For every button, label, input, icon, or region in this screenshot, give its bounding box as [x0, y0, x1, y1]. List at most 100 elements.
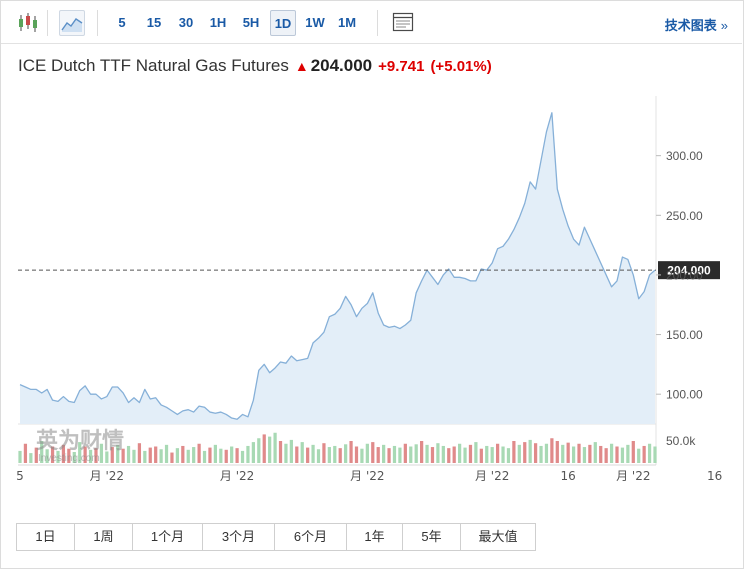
volume-bar — [479, 448, 483, 463]
chart-toolbar: 5 15 30 1H 5H 1D 1W 1M 技术图表» — [1, 1, 742, 44]
x-tick-label: 月 '22 — [350, 469, 384, 483]
volume-bar — [512, 441, 516, 463]
volume-bar — [262, 434, 266, 463]
volume-bar — [566, 442, 570, 463]
volume-bar — [409, 446, 413, 463]
volume-bar — [333, 445, 337, 463]
x-tick-label: 月 '22 — [475, 469, 509, 483]
x-tick-label: 月 '22 — [90, 469, 124, 483]
technical-chart-label: 技术图表 — [664, 18, 717, 33]
interval-5h[interactable]: 5H — [242, 15, 260, 30]
volume-bar — [116, 444, 120, 463]
volume-bar — [398, 447, 402, 463]
volume-bar — [268, 436, 272, 463]
range-1w[interactable]: 1周 — [75, 524, 133, 550]
volume-bar — [78, 442, 82, 463]
volume-bar — [186, 449, 190, 463]
volume-bar — [599, 445, 603, 463]
volume-bar — [61, 444, 66, 463]
interval-1h[interactable]: 1H — [209, 15, 227, 30]
interval-30m[interactable]: 30 — [178, 15, 194, 30]
volume-bar — [523, 442, 527, 463]
volume-bar — [376, 447, 380, 463]
volume-bar — [175, 448, 180, 463]
volume-bar — [544, 443, 549, 463]
volume-bar — [420, 441, 424, 463]
volume-bar — [154, 446, 158, 463]
interval-15m[interactable]: 15 — [146, 15, 162, 30]
interval-1w[interactable]: 1W — [305, 15, 325, 30]
technical-chart-link[interactable]: 技术图表» — [665, 15, 728, 34]
volume-bar — [517, 444, 521, 463]
volume-bar — [105, 451, 109, 463]
volume-bar — [278, 441, 283, 463]
volume-bar — [382, 444, 386, 463]
layout-panel-icon[interactable] — [391, 10, 417, 36]
last-price-tag-label: 204.000 — [667, 264, 711, 278]
volume-bar — [121, 448, 125, 463]
interval-1d[interactable]: 1D — [270, 10, 296, 36]
toolbar-separator — [377, 10, 378, 36]
volume-bar — [615, 446, 619, 463]
range-3m[interactable]: 3个月 — [203, 524, 275, 550]
volume-bar — [23, 443, 28, 463]
range-5y[interactable]: 5年 — [403, 524, 461, 550]
x-tick-label: 16 — [561, 469, 576, 483]
last-price: 204.000 — [310, 56, 373, 75]
range-6m[interactable]: 6个月 — [275, 524, 347, 550]
volume-bar — [208, 447, 212, 463]
volume-scale-label: 50.0k — [666, 434, 696, 448]
volume-bar — [468, 444, 473, 463]
volume-bar — [159, 449, 163, 463]
volume-bar — [284, 443, 288, 463]
y-tick-label: 100.00 — [666, 388, 703, 402]
price-area — [20, 112, 655, 425]
volume-bar — [257, 438, 261, 463]
x-tick-label: 月 '22 — [220, 469, 254, 483]
range-1y[interactable]: 1年 — [347, 524, 403, 550]
volume-bar — [425, 444, 429, 463]
range-1m[interactable]: 1个月 — [133, 524, 203, 550]
volume-bar — [110, 447, 114, 463]
candlestick-icon[interactable] — [15, 10, 41, 36]
volume-bar — [18, 450, 22, 463]
volume-bar — [164, 444, 169, 463]
time-range-selector: 1日 1周 1个月 3个月 6个月 1年 5年 最大值 — [16, 523, 536, 551]
volume-bar — [94, 448, 98, 463]
volume-bar — [181, 445, 185, 463]
volume-bar — [365, 443, 369, 463]
volume-bar — [582, 447, 587, 463]
range-1d[interactable]: 1日 — [17, 524, 75, 550]
volume-bar — [50, 446, 55, 463]
y-axis: 100.00 150.00 200.00 250.00 300.00 50.0k — [656, 149, 703, 448]
last-price-layer: 204.000 — [18, 261, 720, 280]
volume-bar — [132, 449, 136, 463]
volume-bar — [620, 447, 625, 463]
volume-bar — [387, 448, 391, 463]
chevron-right-icon: » — [720, 18, 728, 33]
volume-bar — [143, 450, 147, 463]
x-tick-label: 16 — [707, 469, 722, 483]
volume-bar — [311, 444, 315, 463]
interval-5m[interactable]: 5 — [118, 15, 126, 30]
interval-1m[interactable]: 1M — [337, 15, 357, 30]
volume-bar — [604, 448, 608, 463]
volume-bar — [577, 443, 581, 463]
volume-bar — [539, 445, 543, 463]
volume-bar — [273, 432, 277, 463]
volume-bar — [327, 447, 331, 463]
volume-bar — [349, 441, 353, 463]
volume-bar — [609, 443, 614, 463]
volume-bar — [83, 446, 87, 463]
volume-bar — [626, 444, 630, 463]
area-chart-icon[interactable] — [59, 10, 85, 36]
x-axis: 5 月 '22 月 '22 月 '22 月 '22 16 月 '22 16 — [16, 469, 722, 483]
volume-bar — [192, 447, 196, 463]
volume-bar — [392, 445, 397, 463]
range-max[interactable]: 最大值 — [478, 529, 518, 544]
volume-bar — [34, 447, 38, 463]
volume-bar — [45, 449, 49, 463]
volume-bar — [458, 443, 462, 463]
